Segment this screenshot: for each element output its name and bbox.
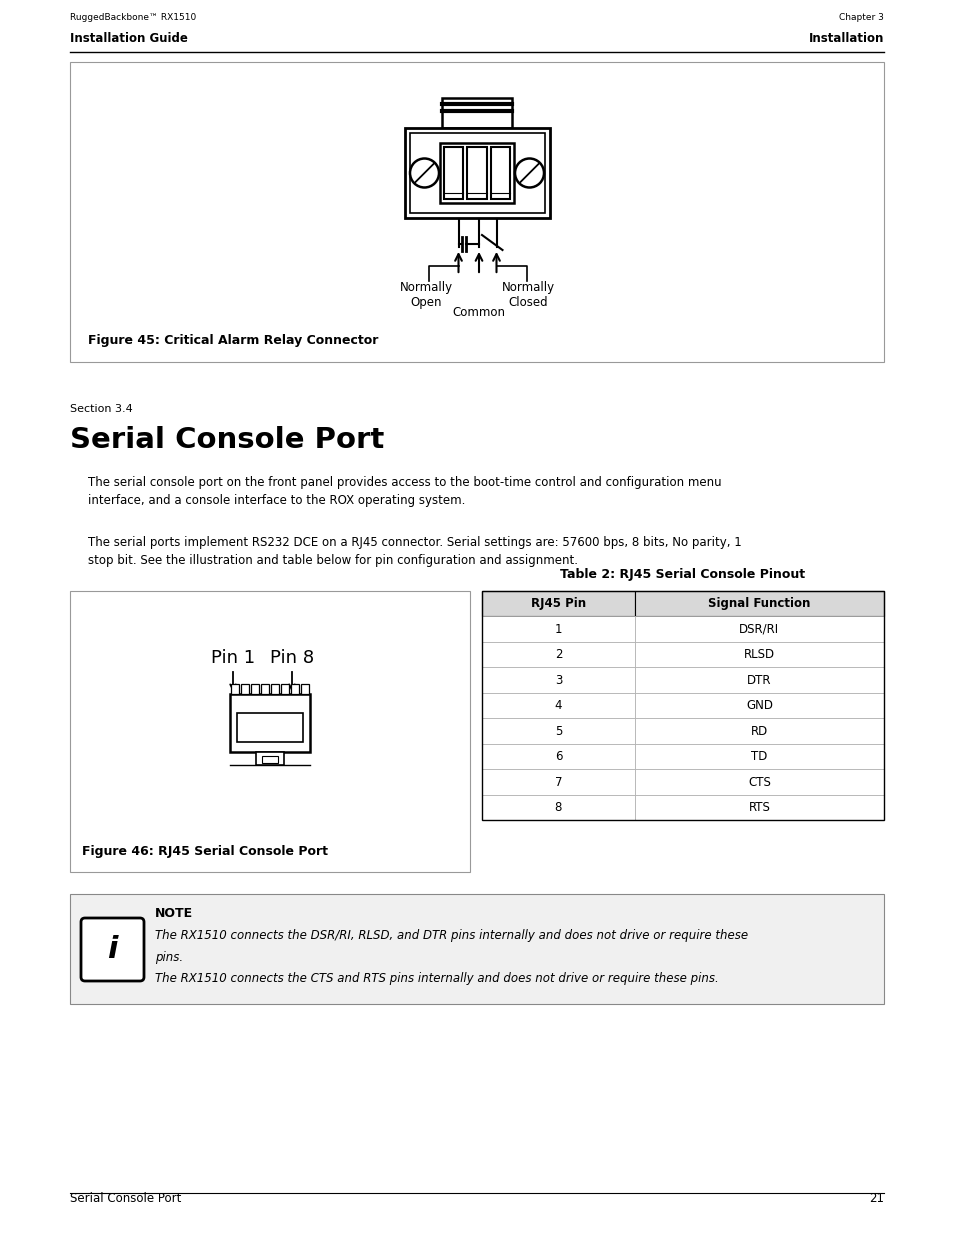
Text: Pin 8: Pin 8 <box>270 648 314 667</box>
Bar <box>481 667 634 693</box>
Bar <box>634 769 883 795</box>
Bar <box>271 684 278 694</box>
Bar <box>490 147 510 199</box>
Text: Chapter 3: Chapter 3 <box>839 14 883 22</box>
Bar <box>409 133 544 212</box>
Bar <box>481 592 634 616</box>
Text: Normally
Open: Normally Open <box>399 282 453 309</box>
Bar <box>241 684 249 694</box>
Bar <box>439 143 514 203</box>
Bar <box>404 128 549 219</box>
Text: Signal Function: Signal Function <box>707 598 810 610</box>
Bar <box>481 642 634 667</box>
Bar <box>281 684 289 694</box>
Bar <box>301 684 309 694</box>
Bar <box>467 147 486 199</box>
Text: GND: GND <box>745 699 772 713</box>
Bar <box>231 684 239 694</box>
Bar <box>443 147 463 199</box>
Bar <box>481 616 634 642</box>
Text: CTS: CTS <box>747 776 770 789</box>
Bar <box>634 592 883 616</box>
Text: RLSD: RLSD <box>743 648 774 661</box>
Text: Pin 1: Pin 1 <box>211 648 254 667</box>
Text: RTS: RTS <box>748 802 769 814</box>
Bar <box>70 894 883 1004</box>
Text: DTR: DTR <box>746 674 771 687</box>
Text: RD: RD <box>750 725 767 737</box>
Bar <box>251 684 258 694</box>
Text: NOTE: NOTE <box>154 908 193 920</box>
Bar <box>481 795 634 820</box>
Text: DSR/RI: DSR/RI <box>739 622 779 636</box>
Text: Figure 45: Critical Alarm Relay Connector: Figure 45: Critical Alarm Relay Connecto… <box>88 333 378 347</box>
Bar <box>634 743 883 769</box>
Bar <box>441 98 512 128</box>
Bar <box>634 693 883 719</box>
Text: Installation Guide: Installation Guide <box>70 32 188 44</box>
Text: Figure 46: RJ45 Serial Console Port: Figure 46: RJ45 Serial Console Port <box>82 846 328 858</box>
Text: RJ45 Pin: RJ45 Pin <box>530 598 585 610</box>
Bar <box>291 684 298 694</box>
Text: 21: 21 <box>868 1192 883 1205</box>
Bar <box>70 62 883 362</box>
Text: Installation: Installation <box>808 32 883 44</box>
Text: 4: 4 <box>554 699 561 713</box>
Text: TD: TD <box>750 750 767 763</box>
Text: Normally
Closed: Normally Closed <box>501 282 555 309</box>
Text: Table 2: RJ45 Serial Console Pinout: Table 2: RJ45 Serial Console Pinout <box>559 568 804 580</box>
Text: 3: 3 <box>554 674 561 687</box>
Bar <box>230 694 310 752</box>
Text: The RX1510 connects the DSR/RI, RLSD, and DTR pins internally and does not drive: The RX1510 connects the DSR/RI, RLSD, an… <box>154 930 747 942</box>
Text: 6: 6 <box>554 750 561 763</box>
Bar <box>634 642 883 667</box>
Bar <box>481 592 883 820</box>
Text: 8: 8 <box>554 802 561 814</box>
Bar <box>70 592 470 872</box>
Text: Serial Console Port: Serial Console Port <box>70 426 384 454</box>
Circle shape <box>515 158 543 188</box>
Text: Serial Console Port: Serial Console Port <box>70 1192 181 1205</box>
Text: The serial ports implement RS232 DCE on a RJ45 connector. Serial settings are: 5: The serial ports implement RS232 DCE on … <box>88 536 741 567</box>
Bar <box>481 769 634 795</box>
Bar <box>236 713 303 742</box>
Bar <box>634 795 883 820</box>
Bar <box>634 616 883 642</box>
Text: RuggedBackbone™ RX1510: RuggedBackbone™ RX1510 <box>70 14 196 22</box>
Text: Common: Common <box>452 306 505 319</box>
Bar <box>481 693 634 719</box>
Bar <box>255 752 284 764</box>
Circle shape <box>410 158 438 188</box>
Text: pins.: pins. <box>154 951 183 965</box>
Text: 7: 7 <box>554 776 561 789</box>
Bar <box>262 756 277 763</box>
Text: 2: 2 <box>554 648 561 661</box>
Text: The RX1510 connects the CTS and RTS pins internally and does not drive or requir: The RX1510 connects the CTS and RTS pins… <box>154 972 718 986</box>
FancyBboxPatch shape <box>81 918 144 981</box>
Text: 1: 1 <box>554 622 561 636</box>
Text: The serial console port on the front panel provides access to the boot-time cont: The serial console port on the front pan… <box>88 475 720 508</box>
Bar <box>481 719 634 743</box>
Text: Section 3.4: Section 3.4 <box>70 404 132 414</box>
Bar <box>634 667 883 693</box>
Text: i: i <box>107 935 117 965</box>
Text: 5: 5 <box>554 725 561 737</box>
Bar <box>261 684 269 694</box>
Bar <box>634 719 883 743</box>
Bar <box>481 743 634 769</box>
